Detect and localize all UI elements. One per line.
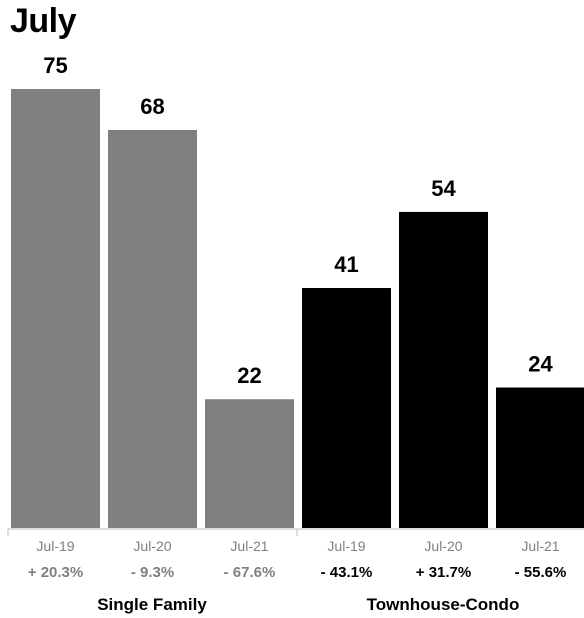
change-percent-label: - 55.6% <box>515 564 567 581</box>
change-percent-label: + 31.7% <box>416 564 471 581</box>
change-percent-label: - 9.3% <box>131 564 174 581</box>
bar-value-label: 22 <box>237 363 261 388</box>
bar <box>302 288 391 528</box>
bar-value-label: 54 <box>431 176 456 201</box>
x-tick-label: Jul-21 <box>230 538 268 554</box>
bar-value-label: 68 <box>140 94 164 119</box>
bar-value-label: 41 <box>334 252 358 277</box>
x-tick-label: Jul-20 <box>133 538 171 554</box>
chart-title: July <box>10 2 77 40</box>
x-tick-label: Jul-19 <box>327 538 365 554</box>
bar <box>496 387 584 528</box>
x-tick-label: Jul-19 <box>36 538 74 554</box>
x-tick-label: Jul-20 <box>424 538 462 554</box>
bar <box>399 211 488 529</box>
change-percent-label: + 20.3% <box>28 564 83 581</box>
bar-value-label: 24 <box>528 352 553 377</box>
group-label: Townhouse-Condo <box>367 595 520 614</box>
x-tick-label: Jul-21 <box>521 538 559 554</box>
group-label: Single Family <box>97 595 207 614</box>
change-percent-label: - 67.6% <box>224 564 276 581</box>
bar-value-label: 75 <box>43 53 67 78</box>
change-percent-label: - 43.1% <box>321 564 373 581</box>
bar <box>11 89 100 528</box>
bar <box>205 399 294 528</box>
bar <box>108 129 197 528</box>
